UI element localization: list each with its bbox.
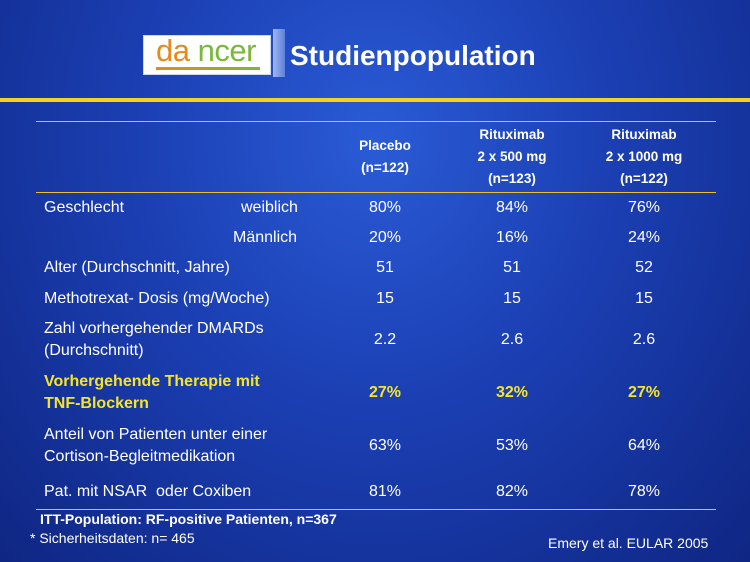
cell-male-placebo: 20%: [368, 229, 402, 246]
cell-cortison-rtx500: 53%: [495, 437, 529, 454]
cell-mtx-rtx1000: 15: [635, 290, 653, 307]
cell-age-rtx500: 51: [503, 259, 521, 276]
dancer-logo: da ncer: [143, 33, 271, 75]
cell-dmards-rtx500: 2.6: [500, 331, 524, 348]
row-label-nsar: Pat. mit NSAR oder Coxiben: [44, 483, 252, 500]
cell-tnf-rtx1000: 27%: [627, 384, 661, 401]
cell-tnf-rtx500: 32%: [495, 384, 529, 401]
cell-mtx-placebo: 15: [376, 290, 394, 307]
cell-nsar-placebo: 81%: [368, 483, 402, 500]
cell-female-rtx1000: 76%: [627, 199, 661, 216]
cell-cortison-placebo: 63%: [368, 437, 402, 454]
title-accent-bar: [273, 29, 285, 77]
cell-cortison-rtx1000: 64%: [627, 437, 661, 454]
cell-male-rtx1000: 24%: [627, 229, 661, 246]
row-label-cortison: Anteil von Patienten unter einer Cortiso…: [44, 426, 268, 465]
row-sublabel-male: Männlich: [233, 229, 298, 246]
slide-title: Studienpopulation: [290, 40, 536, 71]
cell-age-rtx1000: 52: [635, 259, 653, 276]
reference-citation: Emery et al. EULAR 2005: [548, 535, 709, 551]
cell-nsar-rtx1000: 78%: [627, 483, 661, 500]
row-label-mtx: Methotrexat- Dosis (mg/Woche): [44, 290, 270, 307]
logo-underline: [156, 67, 260, 70]
table-top-rule: [36, 121, 716, 122]
logo-text-rest: ncer: [197, 33, 257, 68]
cell-nsar-rtx500: 82%: [495, 483, 529, 500]
row-label-tnf: Vorhergehende Therapie mit TNF-Blockern: [44, 373, 260, 412]
cell-female-placebo: 80%: [368, 199, 402, 216]
col-header-rtx1000: Rituximab 2 x 1000 mg (n=122): [605, 127, 683, 186]
cell-mtx-rtx500: 15: [503, 290, 521, 307]
cell-female-rtx500: 84%: [495, 199, 529, 216]
table-bottom-rule: [36, 509, 716, 510]
itt-footnote: ITT-Population: RF-positive Patienten, n…: [40, 511, 337, 527]
table-header-rule: [36, 192, 716, 193]
col-header-rtx500: Rituximab 2 x 500 mg (n=123): [477, 127, 547, 186]
row-label-gender: Geschlecht: [44, 199, 125, 216]
row-sublabel-female: weiblich: [241, 199, 298, 216]
row-label-age: Alter (Durchschnitt, Jahre): [44, 259, 230, 276]
cell-dmards-placebo: 2.2: [373, 331, 397, 348]
row-label-dmards: Zahl vorhergehender DMARDs (Durchschnitt…: [44, 320, 264, 359]
header-divider: [0, 98, 750, 102]
logo-text: da: [156, 33, 190, 68]
cell-age-placebo: 51: [376, 259, 394, 276]
cell-dmards-rtx1000: 2.6: [632, 331, 656, 348]
cell-male-rtx500: 16%: [495, 229, 529, 246]
col-header-placebo: Placebo (n=122): [359, 138, 411, 175]
safety-footnote: * Sicherheitsdaten: n= 465: [30, 530, 195, 546]
cell-tnf-placebo: 27%: [368, 384, 402, 401]
